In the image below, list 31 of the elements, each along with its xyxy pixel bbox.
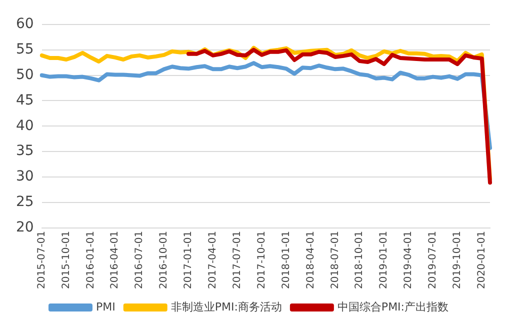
legend-label: PMI [96,300,116,314]
x-tick-label: 2019-04-01 [403,230,414,290]
y-tick-label: 55 [16,41,34,58]
legend-label: 非制造业PMI:商务活动 [170,300,282,314]
x-tick-label: 2016-07-01 [134,230,146,290]
y-tick-label: 25 [16,194,34,210]
x-tick-label: 2018-01-01 [280,230,292,290]
x-tick-label: 2017-01-01 [183,230,194,290]
x-tick-label: 2015-10-01 [60,230,72,290]
y-tick-label: 45 [16,92,34,108]
x-tick-label: 2017-04-01 [208,230,219,290]
x-tick-label: 2019-01-01 [378,230,390,290]
x-tick-label: 2018-04-01 [305,230,316,290]
y-tick-label: 60 [16,16,34,32]
legend-label: 中国综合PMI:产出指数 [337,300,449,314]
y-tick-label: 35 [16,143,34,160]
x-tick-label: 2016-10-01 [158,230,170,290]
x-tick-label: 2017-10-01 [256,230,268,290]
x-tick-label: 2016-04-01 [110,230,121,290]
y-tick-label: 40 [16,118,34,134]
x-tick-label: 2020-01-01 [476,230,488,290]
x-tick-label: 2015-07-01 [36,230,48,290]
y-tick-label: 50 [16,66,34,83]
x-tick-label: 2019-10-01 [452,230,463,290]
x-tick-label: 2019-07-01 [428,230,439,290]
x-tick-label: 2018-07-01 [330,230,341,290]
x-tick-label: 2016-01-01 [85,230,96,290]
y-tick-label: 20 [16,220,34,236]
y-tick-label: 30 [16,168,34,185]
x-tick-label: 2017-07-01 [232,230,243,290]
x-tick-label: 2018-10-01 [354,230,366,290]
